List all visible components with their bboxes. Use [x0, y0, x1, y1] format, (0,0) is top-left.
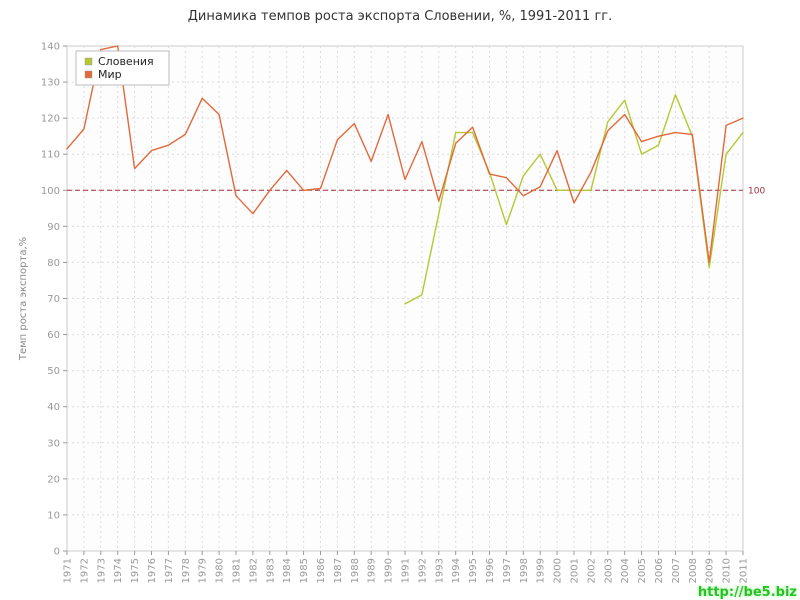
svg-text:1983: 1983 [265, 558, 276, 583]
svg-text:20: 20 [47, 474, 60, 485]
svg-text:2001: 2001 [570, 558, 581, 583]
svg-text:30: 30 [47, 438, 60, 449]
legend-swatch-1 [84, 70, 93, 79]
legend-label-0: Словения [98, 55, 154, 68]
svg-text:1972: 1972 [79, 558, 90, 583]
svg-text:1981: 1981 [232, 558, 243, 583]
svg-text:1979: 1979 [198, 558, 209, 583]
svg-text:1982: 1982 [248, 558, 259, 583]
svg-text:1993: 1993 [434, 558, 445, 583]
svg-text:1980: 1980 [215, 558, 226, 583]
svg-text:2007: 2007 [671, 558, 682, 583]
y-axis-labels: 0 10 20 30 40 50 60 70 80 90 100 110 120 130 140 [41, 42, 67, 558]
svg-text:1996: 1996 [485, 558, 496, 583]
svg-text:2008: 2008 [688, 558, 699, 583]
legend-swatch-0 [84, 57, 93, 66]
svg-text:140: 140 [41, 42, 60, 53]
svg-text:70: 70 [47, 294, 60, 305]
svg-text:110: 110 [41, 150, 60, 161]
svg-text:50: 50 [47, 366, 60, 377]
svg-text:1994: 1994 [451, 558, 462, 583]
x-axis-labels: 1971 1972 1973 1974 1975 1976 1977 1978 1979 1980… [63, 551, 750, 583]
svg-text:1990: 1990 [384, 558, 395, 583]
svg-text:1998: 1998 [519, 558, 530, 583]
svg-text:2002: 2002 [586, 558, 597, 583]
reference-line-label: 100 [748, 186, 765, 196]
legend-box [75, 50, 170, 86]
svg-text:1984: 1984 [282, 558, 293, 583]
svg-text:10: 10 [47, 510, 60, 521]
svg-text:1985: 1985 [299, 558, 310, 583]
svg-text:1976: 1976 [147, 558, 158, 583]
svg-text:90: 90 [47, 222, 60, 233]
svg-text:2000: 2000 [553, 558, 564, 583]
svg-text:2003: 2003 [603, 558, 614, 583]
svg-text:1971: 1971 [63, 558, 74, 583]
svg-text:2005: 2005 [637, 558, 648, 583]
svg-text:100: 100 [41, 186, 60, 197]
svg-text:1977: 1977 [164, 558, 175, 583]
svg-text:1974: 1974 [113, 558, 124, 583]
svg-text:40: 40 [47, 402, 60, 413]
svg-text:1999: 1999 [536, 558, 547, 583]
svg-text:2009: 2009 [705, 558, 716, 583]
svg-text:1988: 1988 [350, 558, 361, 583]
svg-text:1978: 1978 [181, 558, 192, 583]
grid-lines [67, 46, 743, 551]
chart-title: Динамика темпов роста экспорта Словении,… [187, 9, 613, 24]
legend-label-1: Мир [98, 68, 122, 81]
svg-text:80: 80 [47, 258, 60, 269]
svg-text:1975: 1975 [130, 558, 141, 583]
svg-text:1992: 1992 [417, 558, 428, 583]
svg-text:1986: 1986 [316, 558, 327, 583]
svg-text:130: 130 [41, 78, 60, 89]
svg-text:1973: 1973 [96, 558, 107, 583]
y-axis-title: Темп роста экспорта,% [18, 237, 29, 361]
svg-text:1987: 1987 [333, 558, 344, 583]
series-line-0 [404, 94, 744, 305]
svg-text:1989: 1989 [367, 558, 378, 583]
svg-text:2006: 2006 [654, 558, 665, 583]
svg-text:2004: 2004 [620, 558, 631, 583]
watermark-link[interactable]: http://be5.biz [697, 585, 797, 600]
svg-text:0: 0 [54, 547, 60, 558]
svg-text:2011: 2011 [739, 558, 750, 583]
svg-text:2010: 2010 [722, 558, 733, 583]
svg-text:1991: 1991 [401, 558, 412, 583]
svg-text:60: 60 [47, 330, 60, 341]
svg-text:1995: 1995 [468, 558, 479, 583]
svg-text:120: 120 [41, 114, 60, 125]
series-line-1 [66, 45, 744, 264]
svg-text:1997: 1997 [502, 558, 513, 583]
